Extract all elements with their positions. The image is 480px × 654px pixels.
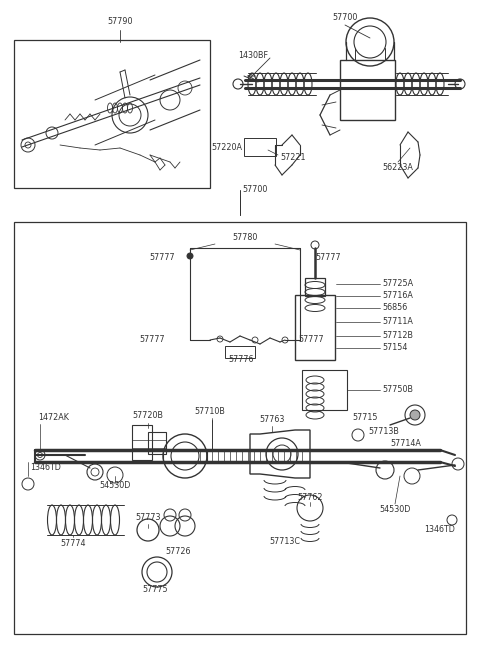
Bar (132, 425, 152, 460)
Text: 57725A: 57725A (382, 279, 413, 288)
Bar (302, 370, 347, 410)
Text: 57750B: 57750B (382, 385, 413, 394)
Text: 57700: 57700 (242, 186, 267, 194)
Text: 57775: 57775 (142, 585, 168, 594)
Circle shape (410, 410, 420, 420)
Text: 57154: 57154 (382, 343, 408, 353)
Text: 1430BF: 1430BF (238, 50, 268, 60)
Text: 1346TD: 1346TD (425, 526, 456, 534)
Circle shape (282, 337, 288, 343)
Text: 57720B: 57720B (132, 411, 164, 419)
Text: 57715: 57715 (352, 413, 378, 422)
Text: 57780: 57780 (232, 233, 258, 243)
Text: 57790: 57790 (107, 18, 133, 27)
Text: 1346TD: 1346TD (30, 464, 61, 472)
Text: 1472AK: 1472AK (38, 413, 69, 422)
Text: 57762: 57762 (297, 494, 323, 502)
Text: 56223A: 56223A (383, 164, 413, 173)
Text: 57713B: 57713B (368, 428, 399, 436)
Bar (14, 40, 210, 188)
Bar (14, 222, 466, 634)
Circle shape (217, 336, 223, 342)
Text: 57777: 57777 (315, 254, 341, 262)
Text: 54530D: 54530D (99, 481, 131, 490)
Text: 57716A: 57716A (382, 292, 413, 300)
Text: 57777: 57777 (139, 336, 165, 345)
Text: 57221: 57221 (280, 154, 305, 162)
Circle shape (252, 337, 258, 343)
Text: 57710B: 57710B (194, 407, 226, 417)
Circle shape (311, 241, 319, 249)
Text: 57774: 57774 (60, 538, 86, 547)
Bar (148, 432, 166, 454)
Text: 57773: 57773 (135, 513, 161, 523)
Text: 57712B: 57712B (382, 332, 413, 341)
Text: 57763: 57763 (259, 415, 285, 424)
Text: 57714A: 57714A (390, 439, 421, 449)
Text: 57777: 57777 (298, 336, 324, 345)
Text: 57726: 57726 (165, 547, 191, 557)
Text: 57776: 57776 (228, 356, 253, 364)
Text: 54530D: 54530D (379, 506, 411, 515)
Bar (225, 346, 255, 358)
Circle shape (187, 253, 193, 259)
Text: 56856: 56856 (382, 303, 407, 313)
Bar (244, 138, 276, 156)
Text: 57700: 57700 (332, 14, 358, 22)
Text: 57777: 57777 (149, 254, 175, 262)
Text: 57713C: 57713C (269, 538, 300, 547)
Text: 57711A: 57711A (382, 317, 413, 326)
Text: 57220A: 57220A (211, 143, 242, 152)
